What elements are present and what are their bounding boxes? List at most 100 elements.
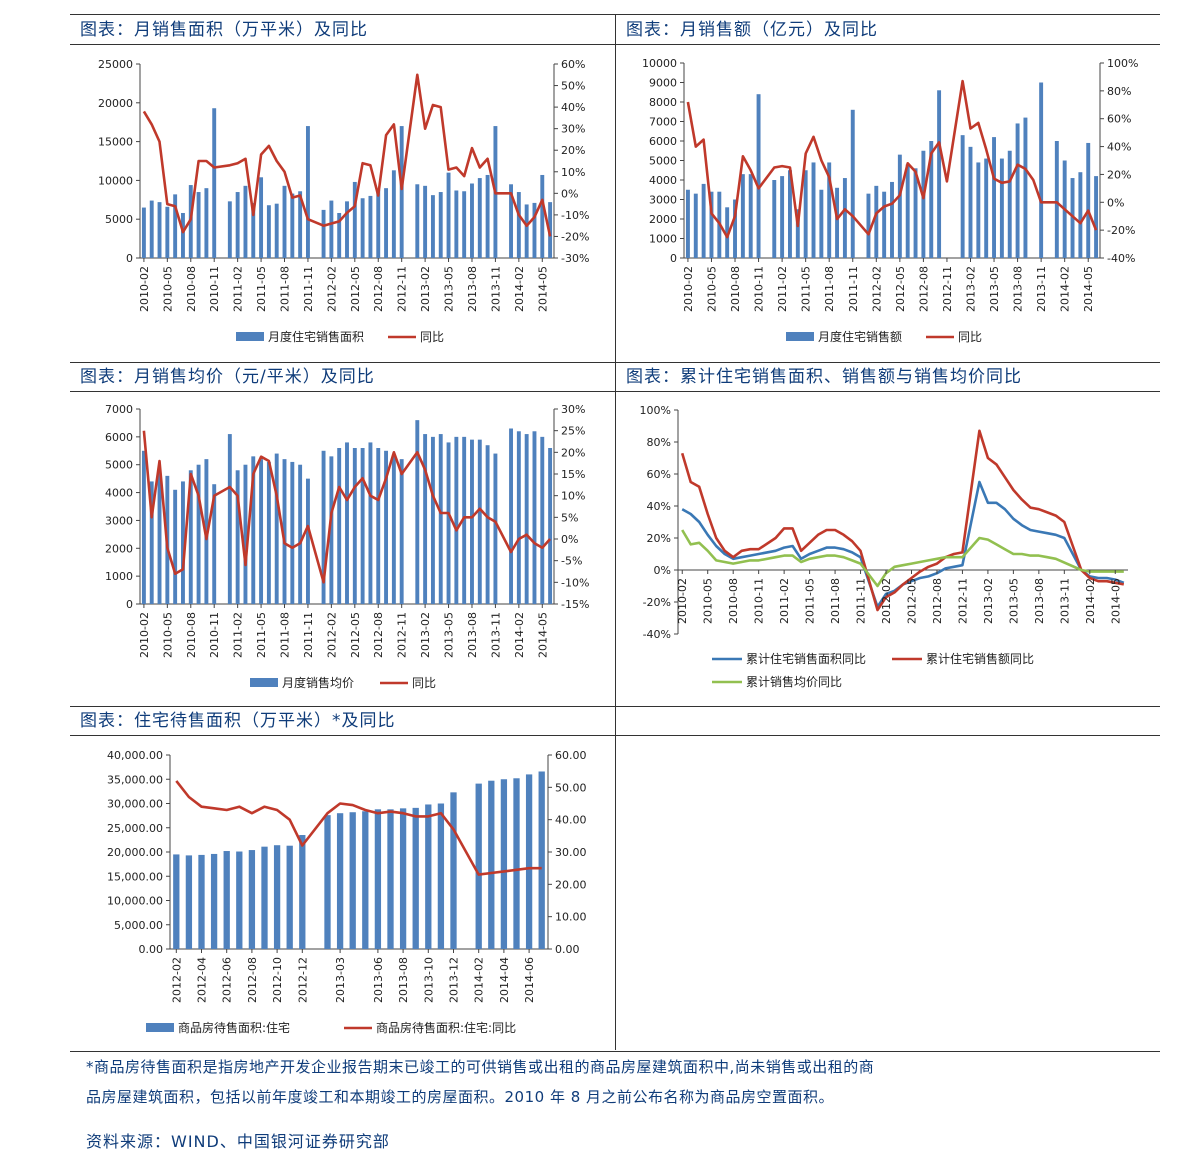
x-tick-label: 2013-08 [397, 957, 410, 1003]
legend-line-label: 同比 [958, 330, 982, 344]
right-tick-label: 60.00 [555, 749, 587, 762]
bar [391, 170, 396, 258]
bar [733, 199, 737, 258]
right-tick-label: -20% [561, 230, 589, 243]
bar [1078, 172, 1083, 258]
bar [540, 436, 545, 604]
right-tick-label: -15% [561, 598, 589, 611]
bar [266, 205, 271, 258]
bar [1039, 82, 1044, 258]
right-tick-label: 40% [561, 101, 585, 114]
left-tick-label: 10000 [98, 174, 133, 187]
bar [274, 453, 279, 604]
bar [149, 481, 154, 604]
left-tick-label: 5,000.00 [114, 919, 163, 932]
x-tick-label: 2011-11 [302, 612, 315, 658]
bar [485, 445, 490, 604]
bar [336, 813, 344, 949]
bar [282, 459, 287, 604]
left-tick-label: 3000 [105, 514, 133, 527]
x-tick-label: 2012-12 [296, 957, 309, 1003]
x-tick-label: 2010-11 [208, 266, 221, 312]
bar [141, 207, 146, 258]
bar [298, 191, 303, 258]
left-tick-label: 0.00 [139, 943, 164, 956]
left-tick-label: 1000 [649, 233, 677, 246]
bar [412, 807, 419, 949]
legend-bar-swatch [236, 332, 264, 341]
x-tick-label: 2012-08 [372, 266, 385, 312]
left-tick-label: 20,000.00 [107, 846, 163, 859]
bar [1007, 150, 1012, 258]
bar [345, 201, 349, 258]
x-tick-label: 2013-11 [1058, 578, 1071, 624]
right-tick-label: -10% [561, 209, 589, 222]
x-tick-label: 2012-08 [372, 612, 385, 658]
x-tick-label: 2014-05 [536, 266, 549, 312]
x-tick-label: 2013-05 [443, 612, 456, 658]
bar [524, 434, 529, 604]
bar [1094, 176, 1099, 258]
right-tick-label: 25% [561, 425, 585, 438]
bar [273, 845, 281, 949]
x-tick-label: 2012-04 [196, 957, 209, 1003]
bar [329, 200, 334, 258]
bar [235, 192, 240, 258]
x-tick-label: 2010-08 [729, 266, 742, 312]
bar [929, 141, 934, 258]
x-tick-label: 2014-05 [536, 612, 549, 658]
row-divider-2 [70, 706, 1160, 707]
x-tick-label: 2011-02 [232, 612, 245, 658]
x-tick-label: 2013-05 [1007, 578, 1020, 624]
bar [384, 450, 389, 604]
x-tick-label: 2011-02 [778, 578, 791, 624]
bar [248, 850, 256, 949]
right-tick-label: 30.00 [555, 846, 587, 859]
legend-bar-swatch [786, 332, 814, 341]
x-tick-label: 2012-02 [170, 957, 183, 1003]
bar [437, 803, 445, 949]
bar [374, 809, 382, 949]
bar [261, 846, 268, 949]
bar [384, 188, 389, 258]
left-tick-label: 7000 [649, 116, 677, 129]
bar [329, 456, 334, 604]
bar [204, 459, 209, 604]
bar [960, 135, 965, 258]
x-tick-label: 2013-12 [448, 957, 461, 1003]
x-tick-label: 2011-02 [232, 266, 245, 312]
right-tick-label: 50.00 [555, 781, 587, 794]
left-tick-label: 2000 [649, 213, 677, 226]
bar [454, 436, 459, 604]
x-tick-label: 2013-06 [372, 957, 385, 1003]
bar [299, 835, 306, 949]
x-tick-label: 2011-05 [804, 578, 817, 624]
bar [1015, 123, 1020, 258]
bar [882, 191, 887, 258]
bar [976, 162, 981, 258]
bar [337, 212, 342, 258]
left-tick-label: 35,000.00 [107, 773, 163, 786]
bar [811, 162, 816, 258]
bar [772, 180, 777, 258]
legend-line-label: 同比 [412, 676, 436, 690]
bar [470, 183, 474, 258]
legend-bar-label: 月度住宅销售额 [818, 329, 902, 344]
bar [157, 470, 162, 604]
bar [181, 212, 185, 258]
x-tick-label: 2010-08 [185, 612, 198, 658]
bar [415, 184, 420, 258]
bar [165, 206, 170, 258]
series-line-2 [680, 429, 1125, 612]
yoy-line [686, 79, 1098, 239]
bar [345, 442, 349, 604]
x-tick-label: 2013-03 [334, 957, 347, 1003]
row-divider-1 [70, 362, 1160, 363]
bar [321, 209, 326, 258]
left-tick-label: 0 [670, 252, 677, 265]
bar [1086, 142, 1091, 258]
bar [196, 192, 201, 258]
bar [819, 189, 824, 258]
bar [525, 774, 533, 949]
x-tick-label: 2013-05 [988, 266, 1001, 312]
